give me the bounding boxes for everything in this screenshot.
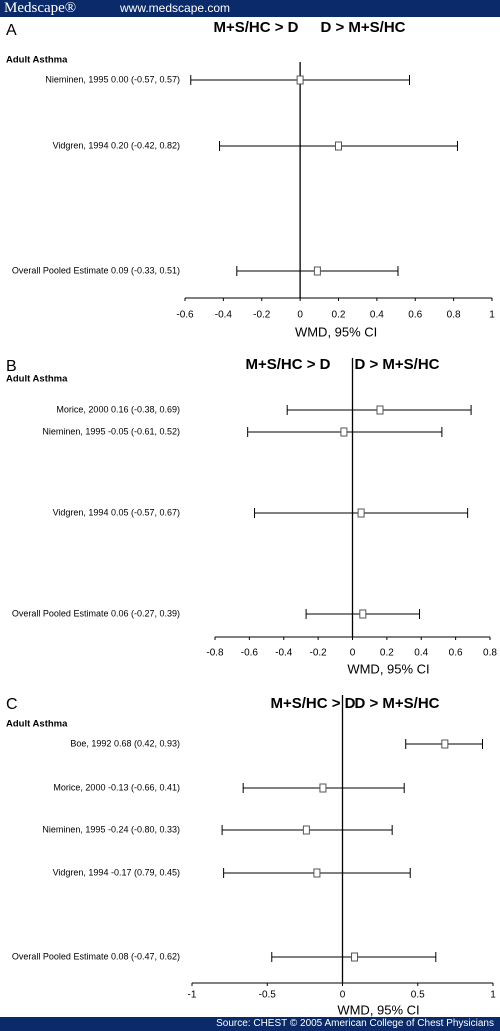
x-tick-label: -0.2 xyxy=(310,648,328,659)
x-tick-label: -0.6 xyxy=(176,310,194,321)
x-tick-label: 0.5 xyxy=(411,990,425,1001)
favors-left-label: M+S/HC > D xyxy=(245,356,330,373)
footer-bar: Source: CHEST © 2005 American College of… xyxy=(0,1017,500,1031)
point-estimate-marker xyxy=(296,75,304,85)
x-tick-label: 1 xyxy=(490,990,496,1001)
study-label: Overall Pooled Estimate 0.06 (-0.27, 0.3… xyxy=(12,608,180,618)
study-label: Vidgren, 1994 -0.17 (0.79, 0.45) xyxy=(53,867,180,877)
medscape-logo: Medscape® xyxy=(4,0,77,16)
x-tick-label: 0.4 xyxy=(414,648,428,659)
favors-right-label: D > M+S/HC xyxy=(320,19,405,36)
point-estimate-marker xyxy=(319,783,327,793)
x-tick-label: 0.6 xyxy=(408,310,422,321)
x-tick-label: 0.8 xyxy=(483,648,497,659)
x-axis-title: WMD, 95% CI xyxy=(295,324,377,339)
study-label: Vidgren, 1994 0.05 (-0.57, 0.67) xyxy=(53,507,180,517)
favors-left-label: M+S/HC > D xyxy=(270,695,355,712)
point-estimate-marker xyxy=(313,868,321,878)
group-label: Adult Asthma xyxy=(6,719,68,730)
x-tick-label: 1 xyxy=(489,310,495,321)
group-label: Adult Asthma xyxy=(6,55,68,66)
x-tick-label: -0.5 xyxy=(259,990,277,1001)
x-tick-label: 0 xyxy=(297,310,303,321)
x-axis-title: WMD, 95% CI xyxy=(347,661,429,676)
group-label: Adult Asthma xyxy=(6,374,68,385)
study-label: Morice, 2000 -0.13 (-0.66, 0.41) xyxy=(53,782,180,792)
study-label: Morice, 2000 0.16 (-0.38, 0.69) xyxy=(56,404,180,414)
header-bar: Medscape® www.medscape.com xyxy=(0,0,500,17)
x-tick-label: 0.4 xyxy=(370,310,384,321)
x-tick-label: -0.4 xyxy=(275,648,293,659)
study-label: Nieminen, 1995 0.00 (-0.57, 0.57) xyxy=(45,74,180,84)
study-label: Nieminen, 1995 -0.05 (-0.61, 0.52) xyxy=(42,426,180,436)
x-axis-title: WMD, 95% CI xyxy=(337,1002,419,1017)
x-tick-label: -1 xyxy=(188,990,197,1001)
study-label: Overall Pooled Estimate 0.09 (-0.33, 0.5… xyxy=(12,265,180,275)
x-tick-label: -0.2 xyxy=(253,310,271,321)
x-tick-label: -0.6 xyxy=(241,648,259,659)
study-label: Overall Pooled Estimate 0.08 (-0.47, 0.6… xyxy=(12,951,180,961)
favors-right-label: D > M+S/HC xyxy=(354,356,439,373)
x-tick-label: 0.6 xyxy=(449,648,463,659)
point-estimate-marker xyxy=(376,405,384,415)
point-estimate-marker xyxy=(351,952,359,962)
point-estimate-marker xyxy=(302,825,310,835)
point-estimate-marker xyxy=(441,739,449,749)
x-tick-label: 0 xyxy=(350,648,356,659)
site-url[interactable]: www.medscape.com xyxy=(120,1,231,15)
x-tick-label: 0 xyxy=(340,990,346,1001)
panel-label: C xyxy=(6,696,18,713)
point-estimate-marker xyxy=(335,141,342,151)
favors-right-label: D > M+S/HC xyxy=(354,695,439,712)
x-tick-label: 0.2 xyxy=(332,310,346,321)
point-estimate-marker xyxy=(359,609,367,619)
x-tick-label: -0.4 xyxy=(215,310,233,321)
point-estimate-marker xyxy=(313,266,321,276)
x-tick-label: 0.8 xyxy=(447,310,461,321)
source-credit: Source: CHEST © 2005 American College of… xyxy=(216,1018,494,1029)
study-label: Nieminen, 1995 -0.24 (-0.80, 0.33) xyxy=(42,824,180,834)
point-estimate-marker xyxy=(357,508,365,518)
study-label: Boe, 1992 0.68 (0.42, 0.93) xyxy=(70,738,180,748)
panel-label: B xyxy=(6,358,17,375)
point-estimate-marker xyxy=(340,427,348,437)
panel-label: A xyxy=(6,22,17,39)
x-tick-label: 0.2 xyxy=(380,648,394,659)
study-label: Vidgren, 1994 0.20 (-0.42, 0.82) xyxy=(53,140,180,150)
x-tick-label: -0.8 xyxy=(206,648,224,659)
favors-left-label: M+S/HC > D xyxy=(213,19,298,36)
